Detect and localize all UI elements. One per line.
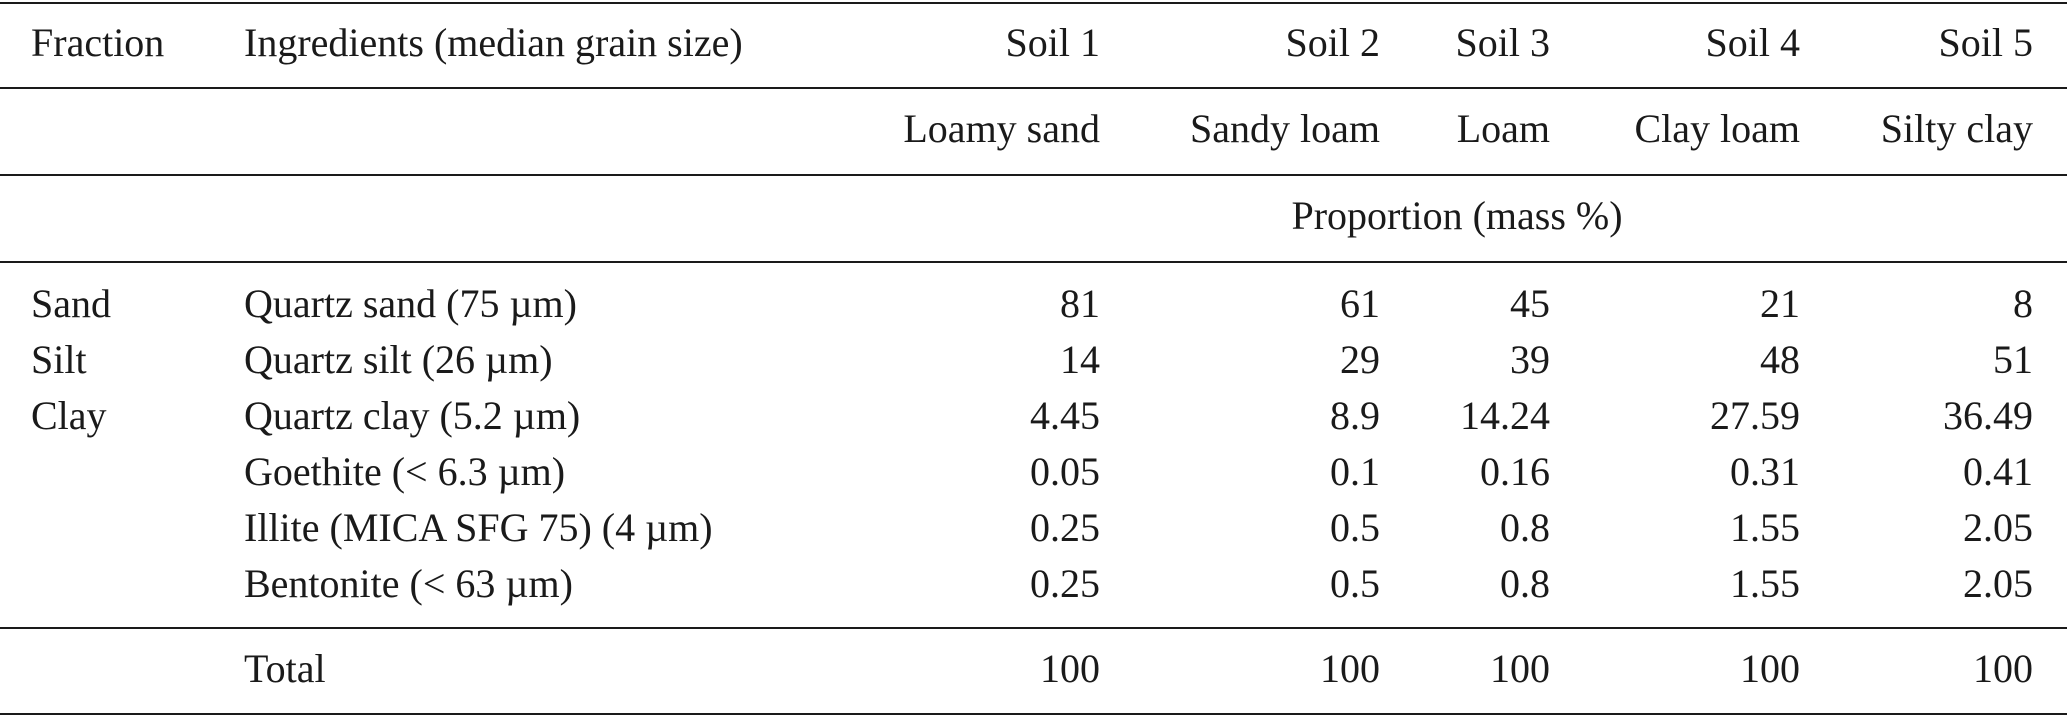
row-value-soil-2: 29	[1340, 337, 1380, 382]
header-soil-2: Soil 2	[1285, 20, 1380, 65]
row-value-soil-2: 8.9	[1330, 393, 1380, 438]
texture-soil-1: Loamy sand	[903, 106, 1100, 151]
row-value-soil-3: 14.24	[1460, 393, 1550, 438]
row-fraction: Clay	[31, 393, 107, 438]
total-label: Total	[244, 646, 326, 691]
row-value-soil-1: 0.25	[1030, 561, 1100, 606]
unit-caption: Proportion (mass %)	[1291, 193, 1623, 238]
total-soil-2: 100	[1320, 646, 1380, 691]
row-value-soil-3: 0.8	[1500, 561, 1550, 606]
header-fraction: Fraction	[31, 20, 165, 65]
row-value-soil-1: 4.45	[1030, 393, 1100, 438]
row-value-soil-5: 51	[1993, 337, 2033, 382]
row-fraction: Silt	[31, 337, 87, 382]
row-value-soil-5: 36.49	[1943, 393, 2033, 438]
row-value-soil-2: 0.5	[1330, 561, 1380, 606]
texture-soil-5: Silty clay	[1880, 106, 2033, 151]
row-value-soil-4: 1.55	[1730, 561, 1800, 606]
row-ingredient: Illite (MICA SFG 75) (4 µm)	[244, 505, 713, 550]
total-soil-4: 100	[1740, 646, 1800, 691]
rule-below-soil-header	[0, 87, 2067, 89]
header-soil-1: Soil 1	[1005, 20, 1100, 65]
row-value-soil-3: 39	[1510, 337, 1550, 382]
row-value-soil-4: 1.55	[1730, 505, 1800, 550]
row-ingredient: Quartz silt (26 µm)	[244, 337, 553, 382]
header-soil-3: Soil 3	[1455, 20, 1550, 65]
texture-soil-3: Loam	[1456, 106, 1550, 151]
row-value-soil-5: 8	[2013, 281, 2033, 326]
row-value-soil-1: 0.25	[1030, 505, 1100, 550]
row-value-soil-1: 81	[1060, 281, 1100, 326]
row-value-soil-3: 45	[1510, 281, 1550, 326]
row-value-soil-1: 14	[1060, 337, 1100, 382]
rule-bottom	[0, 713, 2067, 715]
row-value-soil-3: 0.8	[1500, 505, 1550, 550]
row-ingredient: Quartz clay (5.2 µm)	[244, 393, 581, 438]
row-value-soil-4: 0.31	[1730, 449, 1800, 494]
row-value-soil-3: 0.16	[1480, 449, 1550, 494]
total-soil-5: 100	[1973, 646, 2033, 691]
row-value-soil-5: 2.05	[1963, 505, 2033, 550]
row-fraction: Sand	[31, 281, 111, 326]
row-ingredient: Bentonite (< 63 µm)	[244, 561, 573, 606]
row-ingredient: Goethite (< 6.3 µm)	[244, 449, 566, 494]
header-ingredients: Ingredients (median grain size)	[244, 20, 743, 65]
row-value-soil-4: 27.59	[1710, 393, 1800, 438]
total-soil-1: 100	[1040, 646, 1100, 691]
rule-top	[0, 2, 2067, 4]
row-value-soil-2: 0.5	[1330, 505, 1380, 550]
row-value-soil-4: 48	[1760, 337, 1800, 382]
row-value-soil-5: 0.41	[1963, 449, 2033, 494]
rule-below-texture-header	[0, 174, 2067, 176]
texture-soil-2: Sandy loam	[1190, 106, 1380, 151]
row-value-soil-2: 61	[1340, 281, 1380, 326]
header-soil-5: Soil 5	[1938, 20, 2033, 65]
texture-soil-4: Clay loam	[1634, 106, 1800, 151]
header-soil-4: Soil 4	[1705, 20, 1800, 65]
row-value-soil-4: 21	[1760, 281, 1800, 326]
rule-above-total	[0, 627, 2067, 629]
row-value-soil-1: 0.05	[1030, 449, 1100, 494]
row-ingredient: Quartz sand (75 µm)	[244, 281, 577, 326]
total-soil-3: 100	[1490, 646, 1550, 691]
row-value-soil-5: 2.05	[1963, 561, 2033, 606]
row-value-soil-2: 0.1	[1330, 449, 1380, 494]
rule-below-unit-caption	[0, 261, 2067, 263]
